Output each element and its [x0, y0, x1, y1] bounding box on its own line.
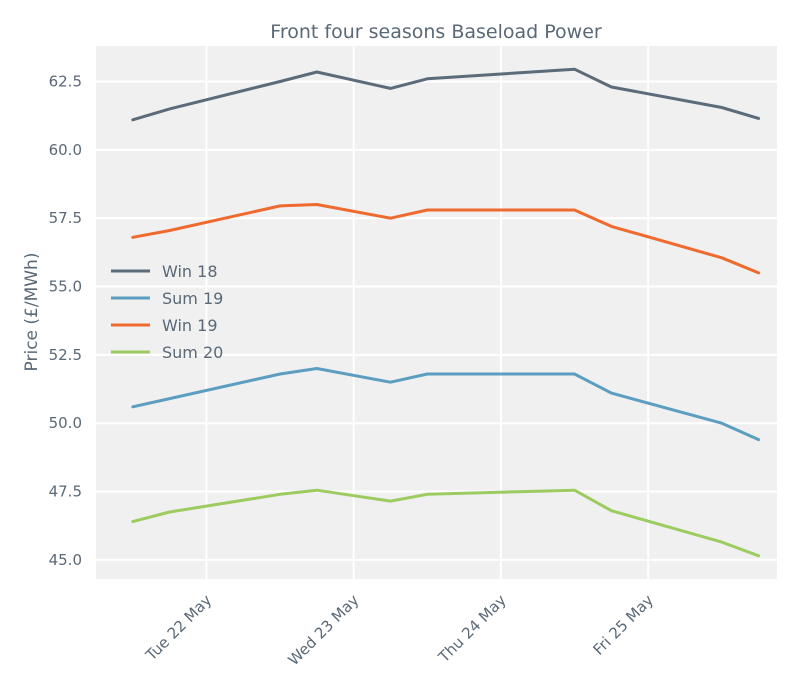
- legend-label: Sum 19: [162, 289, 223, 308]
- plot-area: [96, 46, 777, 579]
- y-axis-label: Price (£/MWh): [22, 253, 42, 372]
- series-line-sum-19: [131, 367, 761, 442]
- series-line-win-19: [131, 203, 761, 275]
- y-tick-label: 60.0: [49, 141, 82, 159]
- x-tick-label: Fri 25 May: [589, 591, 657, 659]
- legend-label: Win 19: [162, 316, 218, 335]
- legend: Win 18 Sum 19 Win 19 Sum 20: [111, 262, 223, 362]
- series-lines: [131, 67, 761, 558]
- legend-label: Sum 20: [162, 343, 223, 362]
- x-tick-label: Wed 23 May: [284, 591, 362, 669]
- x-tick-label: Thu 24 May: [434, 591, 510, 667]
- y-tick-label: 47.5: [49, 483, 82, 501]
- x-tick-label: Tue 22 May: [142, 591, 216, 665]
- x-axis-ticks: Tue 22 May Wed 23 May Thu 24 May Fri 25 May: [142, 591, 658, 669]
- chart-title: Front four seasons Baseload Power: [270, 21, 602, 43]
- y-tick-label: 50.0: [49, 414, 82, 432]
- y-tick-label: 62.5: [49, 73, 82, 91]
- y-tick-label: 55.0: [49, 278, 82, 296]
- series-line-win-18: [131, 67, 761, 122]
- legend-label: Win 18: [162, 262, 218, 281]
- y-tick-label: 45.0: [49, 551, 82, 569]
- y-axis-ticks: 45.0 47.5 50.0 52.5 55.0 57.5 60.0 62.5: [49, 73, 82, 569]
- grid: [96, 46, 777, 579]
- series-line-sum-20: [131, 488, 761, 558]
- y-tick-label: 52.5: [49, 346, 82, 364]
- y-tick-label: 57.5: [49, 209, 82, 227]
